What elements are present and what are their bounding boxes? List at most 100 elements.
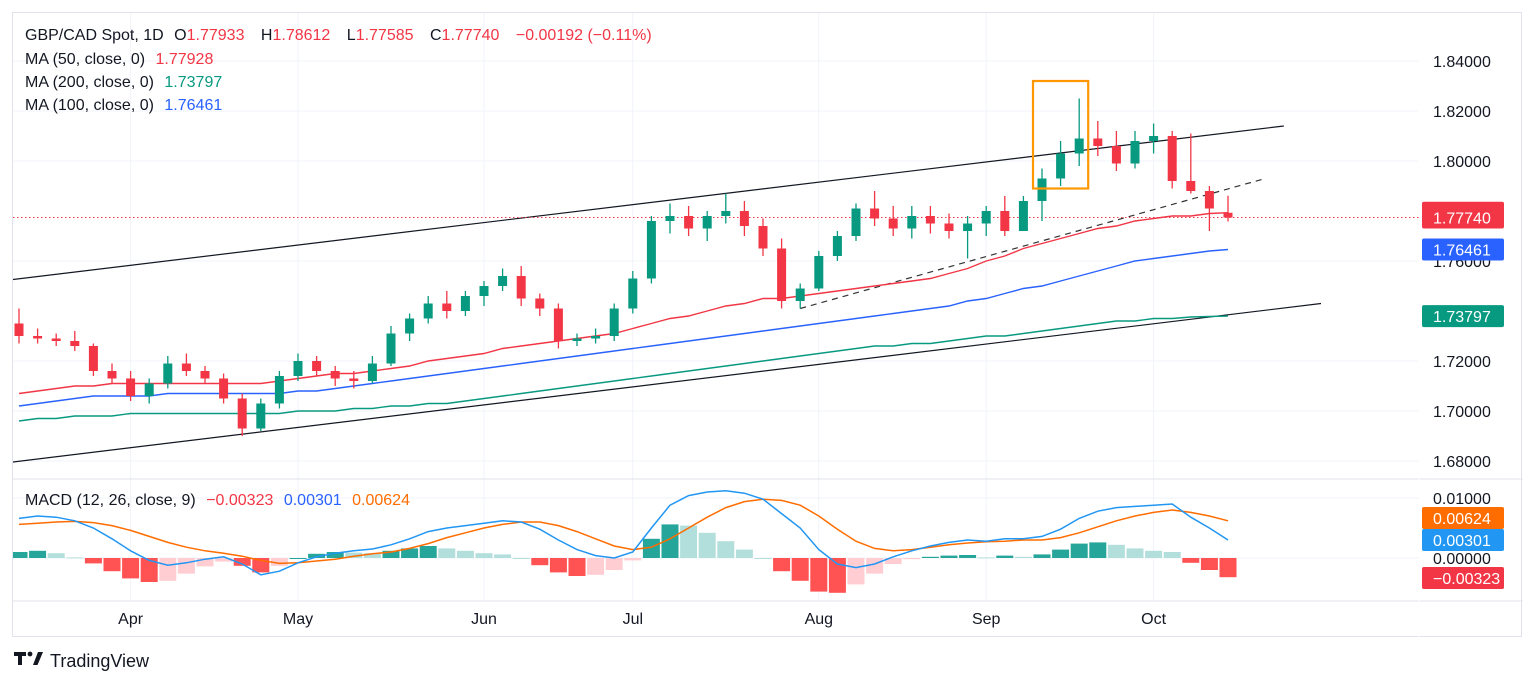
macd-histogram-bar	[326, 552, 344, 558]
macd-histogram-bar	[215, 558, 233, 562]
time-axis-label: Apr	[118, 611, 144, 628]
candle-down	[684, 216, 694, 229]
ma100-legend[interactable]: MA (100, close, 0) 1.76461	[25, 94, 228, 117]
candle-up	[609, 308, 619, 336]
ma200-value: 1.73797	[164, 74, 223, 91]
macd-histogram-bar	[754, 558, 772, 559]
candle-down	[181, 363, 191, 371]
symbol-title[interactable]: GBP/CAD Spot, 1D	[25, 27, 164, 44]
ma50-label: MA (50, close, 0)	[25, 51, 146, 68]
candle-up	[1074, 138, 1084, 154]
candle-up	[665, 216, 675, 221]
macd-histogram-bar	[996, 555, 1014, 558]
macd-histogram-bar	[308, 553, 326, 558]
macd-histogram-bar	[159, 558, 177, 581]
macd-hist-value: −0.00323	[206, 492, 274, 509]
candle-down	[888, 218, 898, 229]
macd-histogram-bar	[29, 550, 47, 558]
candle-down	[237, 398, 247, 429]
candle-down	[758, 226, 768, 249]
candle-down	[200, 371, 210, 379]
candle-up	[405, 318, 415, 334]
macd-histogram-bar	[382, 550, 400, 558]
macd-histogram-bar	[233, 558, 251, 566]
macd-histogram-bar	[196, 558, 214, 567]
macd-legend[interactable]: MACD (12, 26, close, 9) −0.00323 0.00301…	[25, 489, 416, 512]
candle-up	[963, 223, 973, 231]
candle-up	[1056, 153, 1066, 179]
price-pane	[13, 79, 1419, 463]
candle-down	[88, 346, 98, 371]
price-tick-label: 1.72000	[1433, 354, 1491, 371]
tradingview-brand[interactable]: TradingView	[14, 650, 149, 672]
candle-down	[944, 223, 954, 231]
time-axis-label: Sep	[972, 611, 1001, 628]
ma50-value: 1.77928	[155, 51, 214, 68]
candle-down	[70, 341, 80, 346]
time-axis-label: Aug	[805, 611, 833, 628]
macd-histogram-bar	[289, 558, 307, 559]
candle-down	[349, 378, 359, 381]
candle-up	[274, 376, 284, 404]
macd-macd-tag-text: 0.00301	[1433, 533, 1491, 550]
ma100-value: 1.76461	[164, 97, 223, 114]
channel-lower-line	[13, 302, 1322, 463]
macd-histogram-bar	[1070, 543, 1088, 558]
candle-down	[312, 361, 322, 371]
ma50-legend[interactable]: MA (50, close, 0) 1.77928	[25, 48, 219, 71]
macd-histogram-bar	[791, 558, 809, 581]
macd-histogram-bar	[1182, 558, 1200, 563]
candle-up	[163, 363, 173, 384]
macd-histogram-bar	[847, 558, 865, 585]
macd-histogram-bar	[1200, 558, 1218, 570]
macd-line	[18, 490, 1229, 576]
candle-up	[256, 403, 266, 429]
candle-up	[498, 276, 508, 286]
candle-up	[460, 296, 470, 311]
candle-up	[293, 361, 303, 376]
grid	[13, 13, 1419, 601]
high-label: H	[260, 27, 273, 44]
chart-frame[interactable]: 1.84000 1.82000 1.80000 1.76000 1.72000 1.700…	[12, 12, 1523, 638]
price-tick-label: 1.80000	[1433, 154, 1491, 171]
macd-histogram-bar	[103, 558, 121, 572]
chart-canvas[interactable]: 1.840001.820001.800001.760001.720001.700…	[13, 13, 1523, 638]
close-label: C	[429, 27, 442, 44]
last-price-price-tag-bg	[1422, 206, 1504, 229]
macd-histogram-bar	[66, 557, 84, 559]
macd-histogram-bar	[512, 558, 530, 559]
macd-histogram-bar	[1107, 544, 1125, 558]
candle-up	[386, 333, 396, 364]
candle-down	[870, 208, 880, 219]
last-price-price-tag-text: 1.77740	[1433, 211, 1491, 228]
macd-histogram-bar	[13, 552, 28, 558]
tradingview-logo-icon	[14, 650, 44, 672]
ma200-price-tag: 1.73797	[1422, 305, 1504, 328]
candle-down	[1093, 138, 1103, 146]
time-axis-label: Jul	[623, 611, 643, 628]
close-value: 1.77740	[441, 27, 500, 44]
ma200-legend[interactable]: MA (200, close, 0) 1.73797	[25, 71, 228, 94]
macd-macd-tag-bg	[1422, 529, 1504, 551]
macd-histogram-bar	[494, 554, 512, 558]
macd-histogram-bar	[568, 558, 586, 576]
macd-signal-tag: 0.00624	[1422, 507, 1504, 529]
ma100-price-tag-text: 1.76461	[1433, 242, 1491, 259]
macd-pane	[13, 490, 1237, 593]
macd-histogram-bar	[456, 550, 474, 558]
macd-histogram-bar	[47, 553, 65, 558]
dashed-trendline	[800, 177, 1266, 310]
macd-histogram-bar	[345, 552, 363, 558]
macd-macd-tag: 0.00301	[1422, 529, 1504, 551]
open-label: O	[174, 27, 187, 44]
candle-down	[925, 216, 935, 224]
candle-down	[442, 303, 452, 311]
macd-histogram-bar	[177, 558, 195, 574]
candle-down	[1223, 212, 1233, 218]
change-value: −0.00192 (−0.11%)	[515, 27, 652, 44]
candle-up	[646, 221, 656, 279]
candle-down	[535, 298, 545, 309]
price-tick-label: 1.82000	[1433, 104, 1491, 121]
high-value: 1.78612	[272, 27, 331, 44]
candle-down	[777, 248, 787, 301]
